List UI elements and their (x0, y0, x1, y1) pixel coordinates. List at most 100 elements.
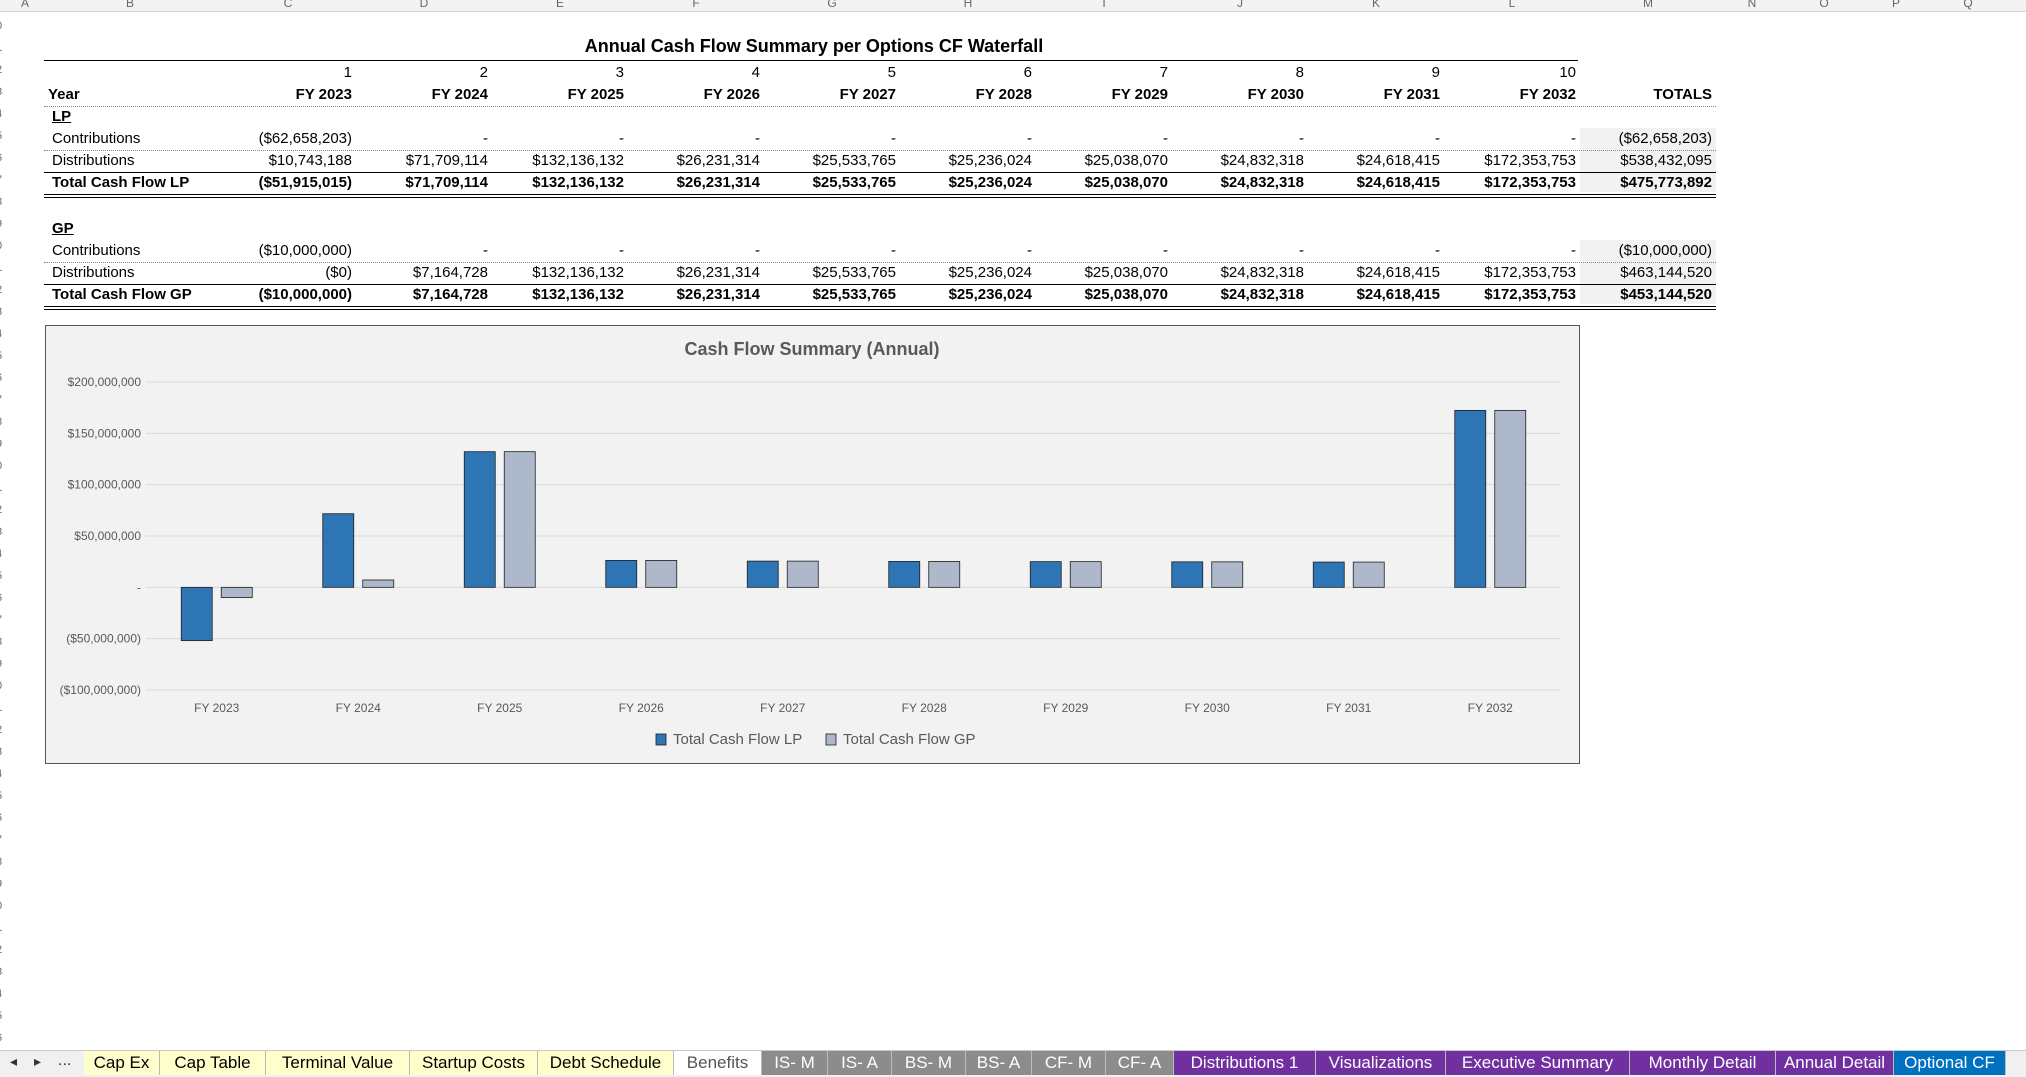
sheet-tab[interactable]: Monthly Detail (1630, 1051, 1776, 1075)
bar-gp[interactable] (928, 561, 961, 588)
row-number[interactable]: 9 (0, 878, 2, 890)
row-number[interactable]: 0 (0, 460, 2, 472)
sheet-tab[interactable]: CF- M (1032, 1051, 1106, 1075)
row-number[interactable]: 7 (0, 614, 2, 626)
column-letter[interactable]: F (692, 0, 700, 10)
row-number[interactable]: 4 (0, 548, 2, 560)
column-letter[interactable]: P (1891, 0, 1901, 10)
row-number[interactable]: 4 (0, 328, 2, 340)
row-number[interactable]: 8 (0, 196, 2, 208)
row-number[interactable]: 0 (0, 900, 2, 912)
column-letter[interactable]: A (20, 0, 30, 10)
sheet-tab[interactable]: Benefits (674, 1051, 762, 1075)
column-letter[interactable]: L (1508, 0, 1516, 10)
more-sheets-button[interactable]: ... (58, 1052, 72, 1069)
sheet-tab[interactable]: Debt Schedule (538, 1051, 674, 1075)
row-number[interactable]: 5 (0, 570, 2, 582)
scroll-right-button[interactable]: ▸ (34, 1053, 42, 1069)
sheet-tab[interactable]: BS- A (966, 1051, 1032, 1075)
bar-lp[interactable] (463, 451, 496, 588)
row-number[interactable]: 0 (0, 240, 2, 252)
row-number[interactable]: 5 (0, 130, 2, 142)
bar-gp[interactable] (645, 560, 678, 588)
row-number[interactable]: 4 (0, 108, 2, 120)
bar-gp[interactable] (1069, 561, 1102, 588)
row-number[interactable]: 9 (0, 658, 2, 670)
row-number[interactable]: 1 (0, 262, 2, 274)
row-number[interactable]: 1 (0, 482, 2, 494)
bar-lp[interactable] (1454, 409, 1487, 588)
row-number[interactable]: 3 (0, 86, 2, 98)
bar-gp[interactable] (220, 586, 253, 599)
row-number[interactable]: 2 (0, 944, 2, 956)
row-number[interactable]: 8 (0, 856, 2, 868)
cash-flow-chart[interactable]: Cash Flow Summary (Annual) $200,000,000 $1… (45, 325, 1580, 764)
row-number[interactable]: 9 (0, 218, 2, 230)
bar-gp[interactable] (362, 579, 395, 588)
bar-lp[interactable] (1171, 561, 1204, 588)
row-number[interactable]: 3 (0, 746, 2, 758)
row-number[interactable]: 7 (0, 834, 2, 846)
row-number[interactable]: 3 (0, 306, 2, 318)
row-number[interactable]: 5 (0, 350, 2, 362)
column-letter[interactable]: K (1371, 0, 1381, 10)
bar-gp[interactable] (1494, 409, 1527, 588)
row-number[interactable]: 5 (0, 1010, 2, 1022)
row-number[interactable]: 2 (0, 284, 2, 296)
bar-lp[interactable] (180, 586, 213, 642)
column-letter[interactable]: D (419, 0, 429, 10)
row-number[interactable]: 3 (0, 966, 2, 978)
bar-lp[interactable] (605, 560, 638, 588)
row-number[interactable]: 1 (0, 922, 2, 934)
column-letter[interactable]: H (963, 0, 973, 10)
bar-lp[interactable] (322, 513, 355, 588)
bar-gp[interactable] (786, 560, 819, 588)
row-number[interactable]: 1 (0, 42, 2, 54)
row-number[interactable]: 0 (0, 680, 2, 692)
sheet-tab[interactable]: Cap Ex (84, 1051, 160, 1075)
sheet-tab[interactable]: BS- M (892, 1051, 966, 1075)
sheet-tab[interactable]: CF- A (1106, 1051, 1174, 1075)
sheet-tab[interactable]: Executive Summary (1446, 1051, 1630, 1075)
column-letter[interactable]: I (1102, 0, 1106, 10)
row-number[interactable]: 4 (0, 768, 2, 780)
bar-lp[interactable] (1029, 561, 1062, 588)
row-number[interactable]: 6 (0, 812, 2, 824)
sheet-tab[interactable]: Visualizations (1316, 1051, 1446, 1075)
column-letter[interactable]: O (1819, 0, 1829, 10)
row-number[interactable]: 3 (0, 526, 2, 538)
bar-lp[interactable] (888, 561, 921, 588)
row-number[interactable]: 8 (0, 636, 2, 648)
bar-gp[interactable] (503, 451, 536, 588)
column-letter[interactable]: B (125, 0, 135, 10)
row-number[interactable]: 6 (0, 152, 2, 164)
bar-gp[interactable] (1211, 561, 1244, 588)
row-number[interactable]: 4 (0, 988, 2, 1000)
row-number[interactable]: 2 (0, 724, 2, 736)
sheet-tab[interactable]: Distributions 1 (1174, 1051, 1316, 1075)
row-number[interactable]: 8 (0, 416, 2, 428)
row-number[interactable]: 6 (0, 372, 2, 384)
row-number[interactable]: 2 (0, 504, 2, 516)
scroll-left-button[interactable]: ◂ (10, 1053, 18, 1069)
row-number[interactable]: 6 (0, 1032, 2, 1044)
column-letter[interactable]: C (283, 0, 293, 10)
sheet-tab[interactable]: Optional CF (1894, 1051, 2006, 1075)
row-number[interactable]: 6 (0, 592, 2, 604)
column-letter[interactable]: J (1237, 0, 1243, 10)
column-letter[interactable]: E (555, 0, 565, 10)
sheet-tab[interactable]: Startup Costs (410, 1051, 538, 1075)
bar-lp[interactable] (746, 560, 779, 588)
sheet-tab[interactable]: Cap Table (160, 1051, 266, 1075)
bar-lp[interactable] (1312, 561, 1345, 588)
sheet-tab[interactable]: Annual Detail (1776, 1051, 1894, 1075)
row-number[interactable]: 7 (0, 174, 2, 186)
bar-gp[interactable] (1352, 561, 1385, 588)
row-number[interactable]: 9 (0, 438, 2, 450)
sheet-tab[interactable]: IS- M (762, 1051, 828, 1075)
row-number[interactable]: 2 (0, 64, 2, 76)
column-letter[interactable]: Q (1963, 0, 1973, 10)
sheet-tab[interactable]: IS- A (828, 1051, 892, 1075)
sheet-tab[interactable]: Terminal Value (266, 1051, 410, 1075)
row-number[interactable]: 0 (0, 20, 2, 32)
